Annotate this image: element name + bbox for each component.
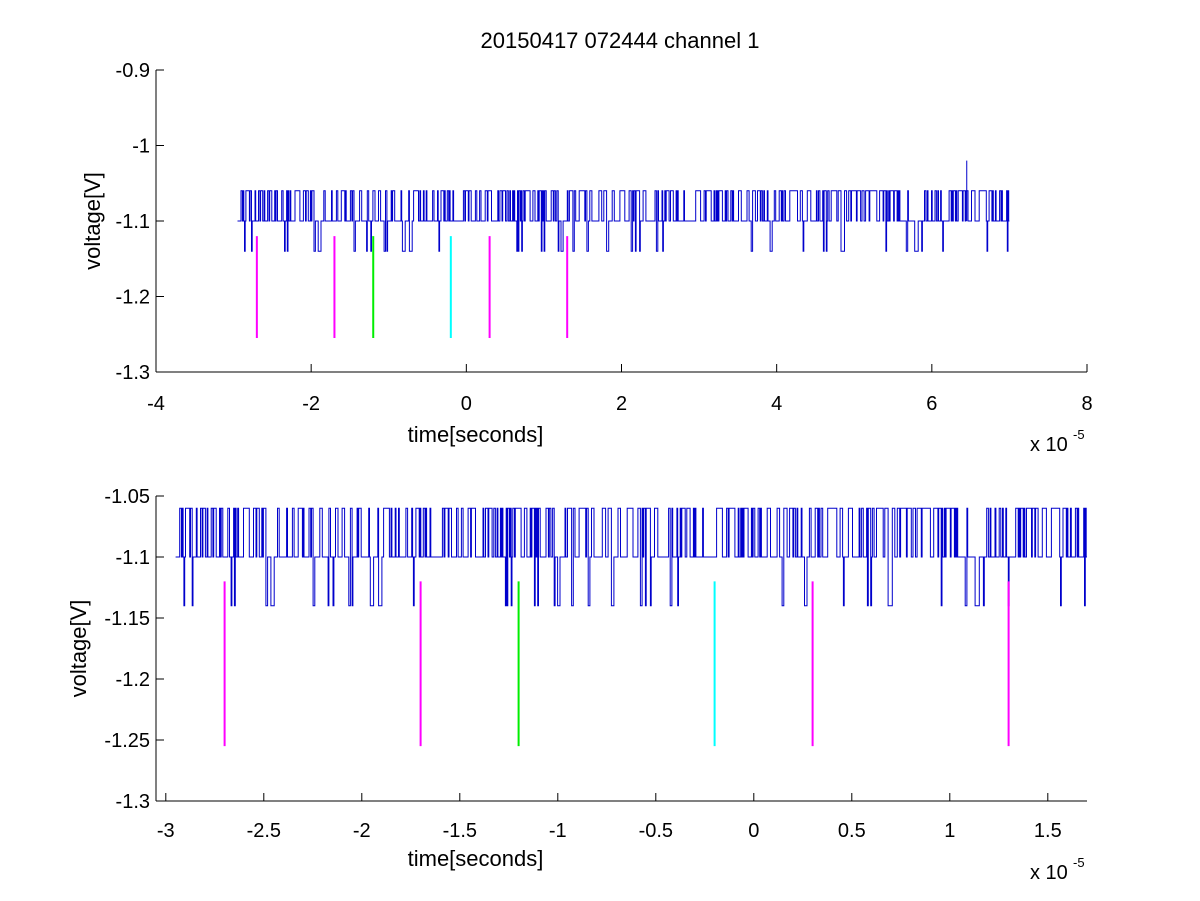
x-tick-label: 1 (944, 820, 955, 842)
x-tick-label: -1 (549, 820, 567, 842)
y-tick-label: -1.3 (116, 362, 150, 384)
y-tick-label: -1.1 (116, 547, 150, 569)
x-tick-label: -0.5 (639, 820, 673, 842)
x-tick-label: 0.5 (838, 820, 866, 842)
x-tick-label: 0 (748, 820, 759, 842)
x-tick-label: 0 (461, 393, 472, 415)
x-tick-label: 4 (771, 393, 782, 415)
y-tick-label: -1.25 (104, 730, 150, 752)
x-axis-label: time[seconds] (408, 422, 544, 447)
x-tick-label: -1.5 (443, 820, 477, 842)
figure-title: 20150417 072444 channel 1 (481, 28, 760, 53)
y-tick-label: -1 (132, 136, 150, 158)
y-tick-label: -1.3 (116, 791, 150, 813)
x-tick-label: -2.5 (247, 820, 281, 842)
x-axis-exponent: x 10 (1030, 434, 1068, 456)
x-tick-label: 6 (926, 393, 937, 415)
voltage-trace (175, 507, 1087, 607)
bottom-plot-panel: -3 -2.5 -2 -1.5 -1 -0.5 0 0.5 1 1.5 -1.05 -1.1 -1.15… (66, 486, 1087, 884)
top-plot-panel: -4 -2 0 2 4 6 8 -0.9 -1 -1.1 -1.2 -1.3 time[seconds]… (80, 60, 1093, 456)
x-axis-label: time[seconds] (408, 846, 544, 871)
y-tick-label: -1.1 (116, 211, 150, 233)
voltage-trace (237, 190, 1010, 252)
x-tick-label: -2 (302, 393, 320, 415)
y-axis-label: voltage[V] (80, 172, 105, 270)
y-tick-label: -1.15 (104, 608, 150, 630)
x-tick-label: -3 (157, 820, 175, 842)
y-tick-label: -1.2 (116, 287, 150, 309)
y-tick-label: -0.9 (116, 60, 150, 82)
x-axis-exponent: x 10 (1030, 862, 1068, 884)
y-tick-label: -1.05 (104, 486, 150, 508)
x-tick-label: 8 (1081, 393, 1092, 415)
y-axis-label: voltage[V] (66, 600, 91, 698)
x-tick-label: 1.5 (1034, 820, 1062, 842)
x-tick-label: -4 (147, 393, 165, 415)
x-tick-label: 2 (616, 393, 627, 415)
x-tick-label: -2 (353, 820, 371, 842)
x-axis-exponent-power: -5 (1073, 427, 1085, 442)
x-axis-exponent-power: -5 (1073, 855, 1085, 870)
y-tick-label: -1.2 (116, 669, 150, 691)
